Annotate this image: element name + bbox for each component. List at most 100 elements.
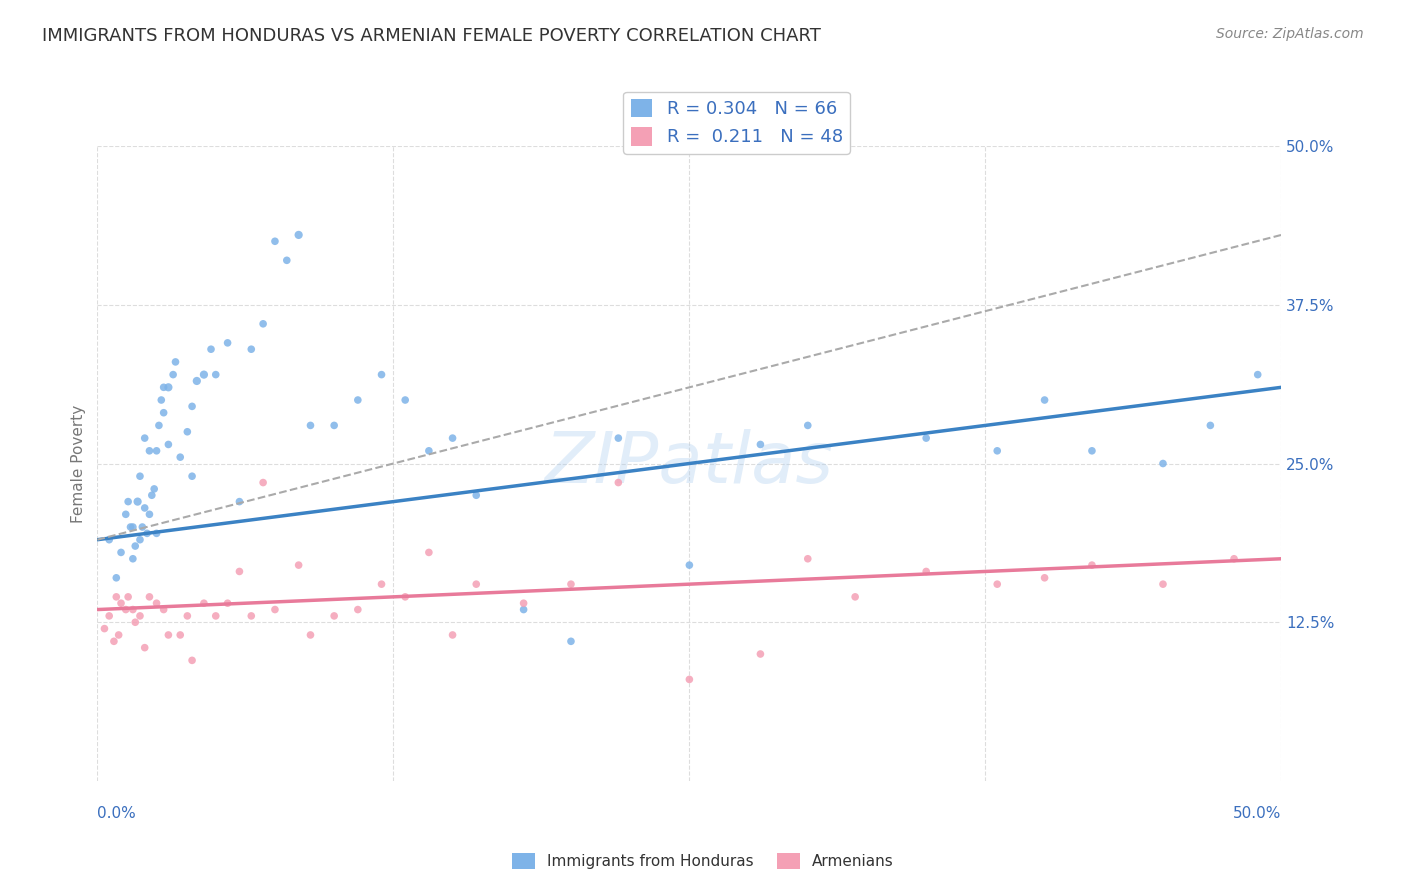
Point: [299, 628, 322, 642]
Point: [560, 634, 582, 648]
Point: [560, 577, 582, 591]
Point: [1033, 571, 1056, 585]
Point: [1247, 368, 1270, 382]
Point: [127, 494, 149, 508]
Point: [152, 380, 174, 394]
Point: [797, 551, 820, 566]
Point: [134, 431, 156, 445]
Point: [114, 508, 136, 522]
Point: [176, 608, 198, 623]
Point: [145, 443, 167, 458]
Point: [181, 400, 204, 414]
Point: [347, 602, 370, 616]
Point: [797, 418, 820, 433]
Text: IMMIGRANTS FROM HONDURAS VS ARMENIAN FEMALE POVERTY CORRELATION CHART: IMMIGRANTS FROM HONDURAS VS ARMENIAN FEM…: [42, 27, 821, 45]
Point: [1081, 558, 1104, 573]
Point: [323, 608, 346, 623]
Point: [607, 475, 630, 490]
Point: [129, 533, 152, 547]
Legend: R = 0.304   N = 66, R =  0.211   N = 48: R = 0.304 N = 66, R = 0.211 N = 48: [623, 92, 851, 153]
Point: [512, 602, 534, 616]
Point: [678, 558, 700, 573]
Point: [165, 355, 187, 369]
Point: [131, 520, 153, 534]
Point: [512, 596, 534, 610]
Point: [394, 392, 416, 407]
Point: [136, 526, 159, 541]
Point: [1223, 551, 1246, 566]
Point: [143, 482, 166, 496]
Point: [169, 450, 191, 465]
Point: [1033, 392, 1056, 407]
Point: [607, 431, 630, 445]
Point: [287, 227, 309, 242]
Point: [129, 469, 152, 483]
Point: [844, 590, 866, 604]
Point: [124, 539, 146, 553]
Point: [228, 494, 250, 508]
Point: [110, 545, 132, 559]
Text: ZIPatlas: ZIPatlas: [546, 429, 834, 498]
Point: [347, 392, 370, 407]
Point: [749, 647, 772, 661]
Point: [117, 590, 139, 604]
Point: [465, 488, 488, 502]
Point: [1199, 418, 1222, 433]
Point: [186, 374, 208, 388]
Point: [418, 545, 440, 559]
Point: [441, 628, 464, 642]
Point: [150, 392, 173, 407]
Point: [114, 602, 136, 616]
Point: [240, 342, 263, 356]
Point: [986, 443, 1008, 458]
Point: [107, 628, 129, 642]
Point: [105, 590, 128, 604]
Point: [145, 526, 167, 541]
Point: [370, 577, 392, 591]
Point: [157, 437, 180, 451]
Point: [93, 622, 115, 636]
Point: [117, 494, 139, 508]
Point: [200, 342, 222, 356]
Point: [394, 590, 416, 604]
Point: [129, 608, 152, 623]
Point: [986, 577, 1008, 591]
Point: [204, 608, 226, 623]
Point: [193, 368, 215, 382]
Point: [193, 596, 215, 610]
Point: [287, 558, 309, 573]
Point: [152, 406, 174, 420]
Point: [134, 640, 156, 655]
Point: [204, 368, 226, 382]
Point: [418, 443, 440, 458]
Point: [169, 628, 191, 642]
Point: [138, 590, 160, 604]
Point: [105, 571, 128, 585]
Text: 0.0%: 0.0%: [97, 806, 136, 822]
Point: [120, 520, 142, 534]
Point: [181, 653, 204, 667]
Point: [1152, 457, 1174, 471]
Point: [252, 475, 274, 490]
Point: [678, 673, 700, 687]
Point: [122, 520, 145, 534]
Point: [110, 596, 132, 610]
Point: [252, 317, 274, 331]
Point: [98, 533, 121, 547]
Point: [299, 418, 322, 433]
Text: Source: ZipAtlas.com: Source: ZipAtlas.com: [1216, 27, 1364, 41]
Point: [217, 596, 239, 610]
Point: [157, 380, 180, 394]
Point: [228, 565, 250, 579]
Point: [749, 437, 772, 451]
Point: [103, 634, 125, 648]
Text: 50.0%: 50.0%: [1233, 806, 1281, 822]
Point: [162, 368, 184, 382]
Point: [915, 565, 938, 579]
Point: [441, 431, 464, 445]
Point: [138, 508, 160, 522]
Point: [240, 608, 263, 623]
Point: [1081, 443, 1104, 458]
Point: [276, 253, 298, 268]
Y-axis label: Female Poverty: Female Poverty: [72, 404, 86, 523]
